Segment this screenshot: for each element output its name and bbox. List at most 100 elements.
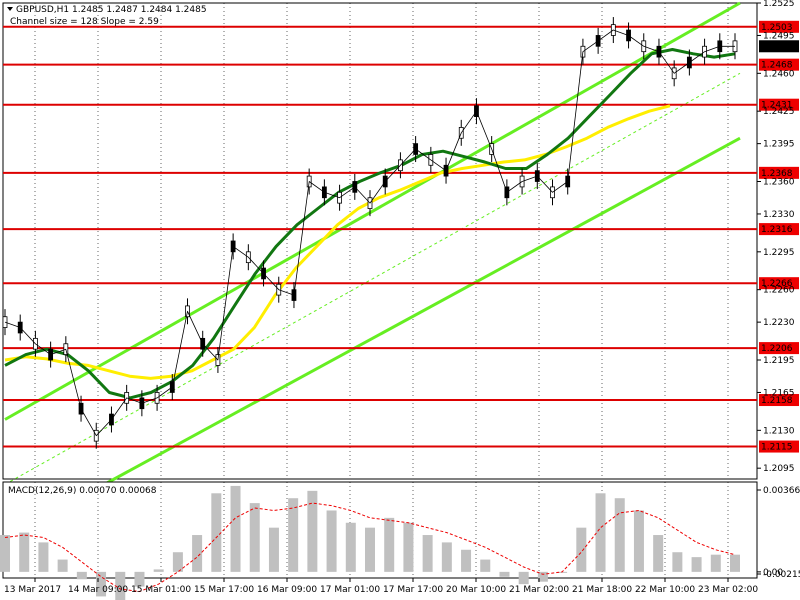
macd-bar [76,571,87,580]
macd-bar [365,527,375,572]
x-tick-label: 13 Mar 2017 [4,585,61,595]
macd-bar [518,571,529,585]
macd-bar [710,554,721,572]
y-tick-label: 1.2260 [763,286,795,296]
macd-y-tick-label: -0.00215 [763,570,800,580]
macd-bar [249,503,260,572]
y-tick-label: 1.2130 [763,426,795,436]
macd-bar [57,559,68,572]
macd-bar [614,498,625,572]
macd-bar [384,517,395,572]
y-tick-label: 1.2295 [763,248,795,258]
macd-bar [230,485,241,572]
price-series [2,17,738,449]
macd-y-tick-label: 0.00366 [763,486,800,496]
level-badge [759,440,799,453]
macd-bar [403,522,414,572]
macd-bar [268,527,279,572]
macd-bar [480,559,491,572]
level-label: 1.2468 [761,61,793,71]
macd-bar [633,510,644,572]
macd-bar [288,498,299,572]
y-tick-label: 1.2095 [763,464,795,474]
macd-bar [307,490,318,572]
level-badge [759,20,799,33]
level-label: 1.2158 [761,396,793,406]
macd-bar [441,542,452,572]
regression-channel [4,1,741,540]
macd-bar [653,535,664,572]
level-badge [759,98,799,111]
current-price-label: 1.2485 [761,42,793,52]
x-tick-label: 23 Mar 02:00 [698,585,758,595]
macd-bar [0,535,10,572]
ma-yellow-line [4,104,671,380]
x-tick-label: 20 Mar 10:00 [446,585,506,595]
level-label: 1.2368 [761,169,793,179]
y-tick-label: 1.2460 [763,69,795,79]
y-tick-label: 1.2425 [763,107,795,117]
channel-info-text: Channel size = 128 Slope = 2.59 [10,17,159,27]
macd-pane [2,481,758,579]
level-label: 1.2206 [761,344,793,354]
macd-bar [211,493,222,572]
macd-bar [345,522,356,572]
y-tick-label: 1.2230 [763,318,795,328]
y-tick-label: 1.2195 [763,356,795,366]
macd-bar [38,542,49,572]
y-tick-label: 1.2360 [763,178,795,188]
x-tick-label: 15 Mar 01:00 [131,585,191,595]
macd-bar [691,557,702,572]
main-pane [2,2,758,480]
macd-bar [172,552,183,572]
level-badge [759,58,799,71]
y-tick-label: 1.2495 [763,31,795,41]
macd-axis: 0.00366 0.00-0.00215 [757,486,800,580]
symbol-ohlc-text: GBPUSD,H1 1.2485 1.2487 1.2484 1.2485 [16,5,207,15]
price-axis: 1.25251.24951.24601.24251.23951.23601.23… [757,0,799,474]
macd-y-tick-label: 0.00 [763,568,783,578]
channel-lower-line [4,136,741,540]
level-badge [759,223,799,236]
macd-bar [730,554,740,572]
level-badge [759,166,799,179]
macd-bar [461,549,472,572]
current-price-badge [759,40,799,53]
macd-signal-line [4,502,736,593]
x-tick-label: 17 Mar 01:00 [320,585,380,595]
price-line [4,29,735,437]
macd-bar [115,571,126,600]
level-label: 1.2266 [761,279,793,289]
level-badge [759,342,799,355]
macd-bar [576,527,587,572]
level-label: 1.2431 [761,101,793,111]
level-label: 1.2316 [761,225,793,235]
y-tick-label: 1.2330 [763,210,795,220]
macd-bar [422,535,433,572]
x-tick-label: 14 Mar 09:00 [68,585,128,595]
macd-bar [537,571,548,582]
channel-middle-line [4,72,741,485]
x-tick-label: 17 Mar 17:00 [383,585,443,595]
level-label: 1.2115 [761,443,793,453]
x-tick-label: 22 Mar 10:00 [635,585,695,595]
macd-bar [96,571,107,597]
x-tick-label: 21 Mar 02:00 [509,585,569,595]
y-tick-label: 1.2525 [763,0,795,9]
macd-bar [326,510,337,572]
x-tick-label: 15 Mar 17:00 [194,585,254,595]
time-axis: 13 Mar 2017 14 Mar 09:00 15 Mar 01:00 15 Ma… [4,578,758,595]
level-badge [759,394,799,407]
macd-bar [153,569,164,572]
macd-bar [134,571,145,587]
x-tick-label: 16 Mar 09:00 [257,585,317,595]
macd-indicator [0,485,740,600]
level-badge [759,277,799,290]
macd-label: MACD(12,26,9) 0.00070 0.00068 [8,486,157,496]
channel-upper-line [4,1,741,421]
chart-info: GBPUSD,H1 1.2485 1.2487 1.2484 1.2485 Ch… [7,5,207,27]
x-tick-label: 21 Mar 18:00 [572,585,632,595]
macd-bar [595,493,606,572]
dropdown-triangle-icon[interactable] [7,7,13,11]
